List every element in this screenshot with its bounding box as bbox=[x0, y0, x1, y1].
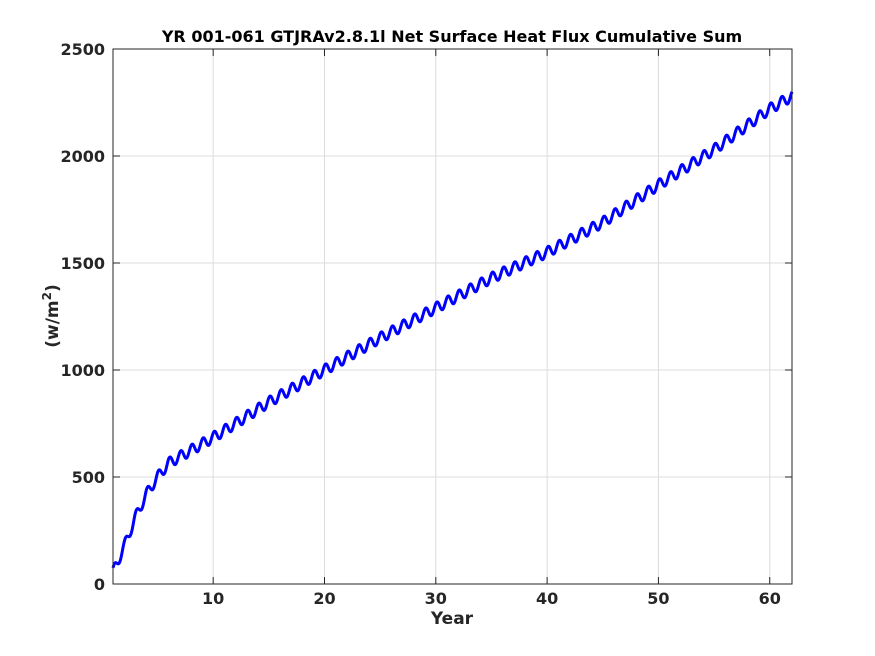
y-tick-label: 2000 bbox=[60, 147, 105, 166]
y-tick-label: 1500 bbox=[60, 254, 105, 273]
series-line bbox=[111, 90, 794, 569]
y-axis-title-superscript: 2 bbox=[40, 292, 54, 300]
y-tick-label: 500 bbox=[72, 468, 105, 487]
x-tick-label: 10 bbox=[202, 589, 224, 608]
chart-title: YR 001-061 GTJRAv2.8.1l Net Surface Heat… bbox=[161, 27, 742, 46]
y-tick-label: 0 bbox=[94, 575, 105, 594]
series-layer bbox=[111, 90, 794, 569]
x-tick-label: 20 bbox=[313, 589, 335, 608]
x-axis-title: Year bbox=[430, 609, 474, 629]
plot-box bbox=[112, 48, 793, 585]
x-tick-label: 60 bbox=[759, 589, 781, 608]
y-axis-title: (w/m2) bbox=[40, 284, 63, 348]
x-tick-label: 40 bbox=[536, 589, 558, 608]
y-tick-label: 1000 bbox=[60, 361, 105, 380]
x-tick-label: 50 bbox=[647, 589, 669, 608]
y-tick-label: 2500 bbox=[60, 40, 105, 59]
plot-background bbox=[113, 49, 792, 584]
ticks: 10 20 30 40 50 60 0 500 1000 1500 2000 2500 bbox=[60, 40, 792, 608]
x-tick-label: 30 bbox=[425, 589, 447, 608]
y-axis-title-tail: ) bbox=[43, 284, 63, 292]
y-axis-title-base: (w/m bbox=[43, 300, 63, 347]
